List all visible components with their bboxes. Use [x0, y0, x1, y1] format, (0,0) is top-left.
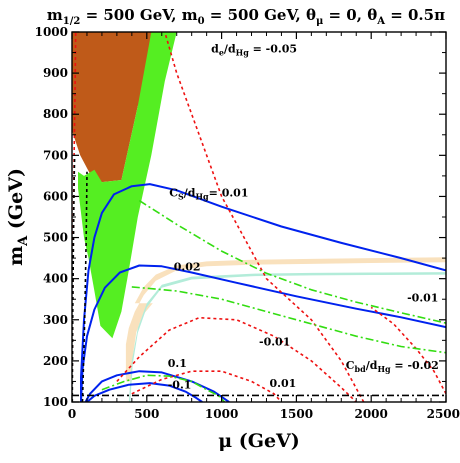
- x-tick-label: 2000: [354, 407, 387, 421]
- x-tick-label: 2500: [427, 407, 460, 421]
- x-axis-label: μ (GeV): [218, 430, 300, 452]
- contour-labels: de/dHg = -0.05 CS/dHg= 0.01 Cbd/dHg = -0.0…: [168, 43, 439, 392]
- x-tick-label: 1000: [205, 407, 238, 421]
- curve-dashgreen-9: [138, 199, 446, 324]
- curve-red-7: [131, 370, 282, 402]
- contour-curves: [72, 32, 446, 402]
- label-0-1: 0.1: [168, 357, 187, 370]
- shaded-regions: [72, 32, 446, 402]
- y-tick-label: 500: [43, 231, 68, 245]
- x-tick-label: 1500: [280, 407, 313, 421]
- y-tick-label: 900: [43, 66, 68, 80]
- label-0-01: 0.01: [269, 377, 296, 390]
- y-tick-label: 600: [43, 189, 68, 203]
- label-minus-0-01-right: -0.01: [407, 291, 438, 304]
- y-axis-label: mA (GeV): [5, 168, 31, 266]
- curve-dashgreen-11: [101, 374, 226, 402]
- y-tick-label: 700: [43, 148, 68, 162]
- y-tick-label: 800: [43, 107, 68, 121]
- label-0-02: 0.02: [174, 260, 201, 273]
- label-minus-0-1: -0.1: [168, 378, 192, 391]
- y-tick-label: 400: [43, 272, 68, 286]
- y-tick-label: 200: [43, 354, 68, 368]
- curve-red-6: [116, 316, 357, 402]
- label-cbd-dhg: Cbd/dHg = -0.02: [346, 359, 439, 374]
- x-tick-label: 0: [68, 407, 76, 421]
- label-cs-dhg: CS/dHg= 0.01: [169, 186, 248, 201]
- label-de-dhg: de/dHg = -0.05: [211, 43, 297, 58]
- label-minus-0-01-mid: -0.01: [259, 335, 290, 348]
- y-tick-label: 300: [43, 313, 68, 327]
- curve-dashgreen-10: [131, 286, 446, 354]
- x-tick-label: 500: [134, 407, 159, 421]
- chart-title: m1/2 = 500 GeV, m0 = 500 GeV, θμ = 0, θA…: [47, 6, 445, 27]
- curve-blue-2: [84, 370, 230, 402]
- curve-blue-1: [80, 264, 446, 402]
- y-tick-label: 100: [43, 395, 68, 409]
- curve-red-5: [164, 32, 365, 402]
- axis-ticks: 0 500 1000 1500 2000 2500 100 200 300 400 500 600 70…: [35, 25, 460, 421]
- region-green: [78, 32, 177, 339]
- y-tick-label: 1000: [35, 25, 68, 39]
